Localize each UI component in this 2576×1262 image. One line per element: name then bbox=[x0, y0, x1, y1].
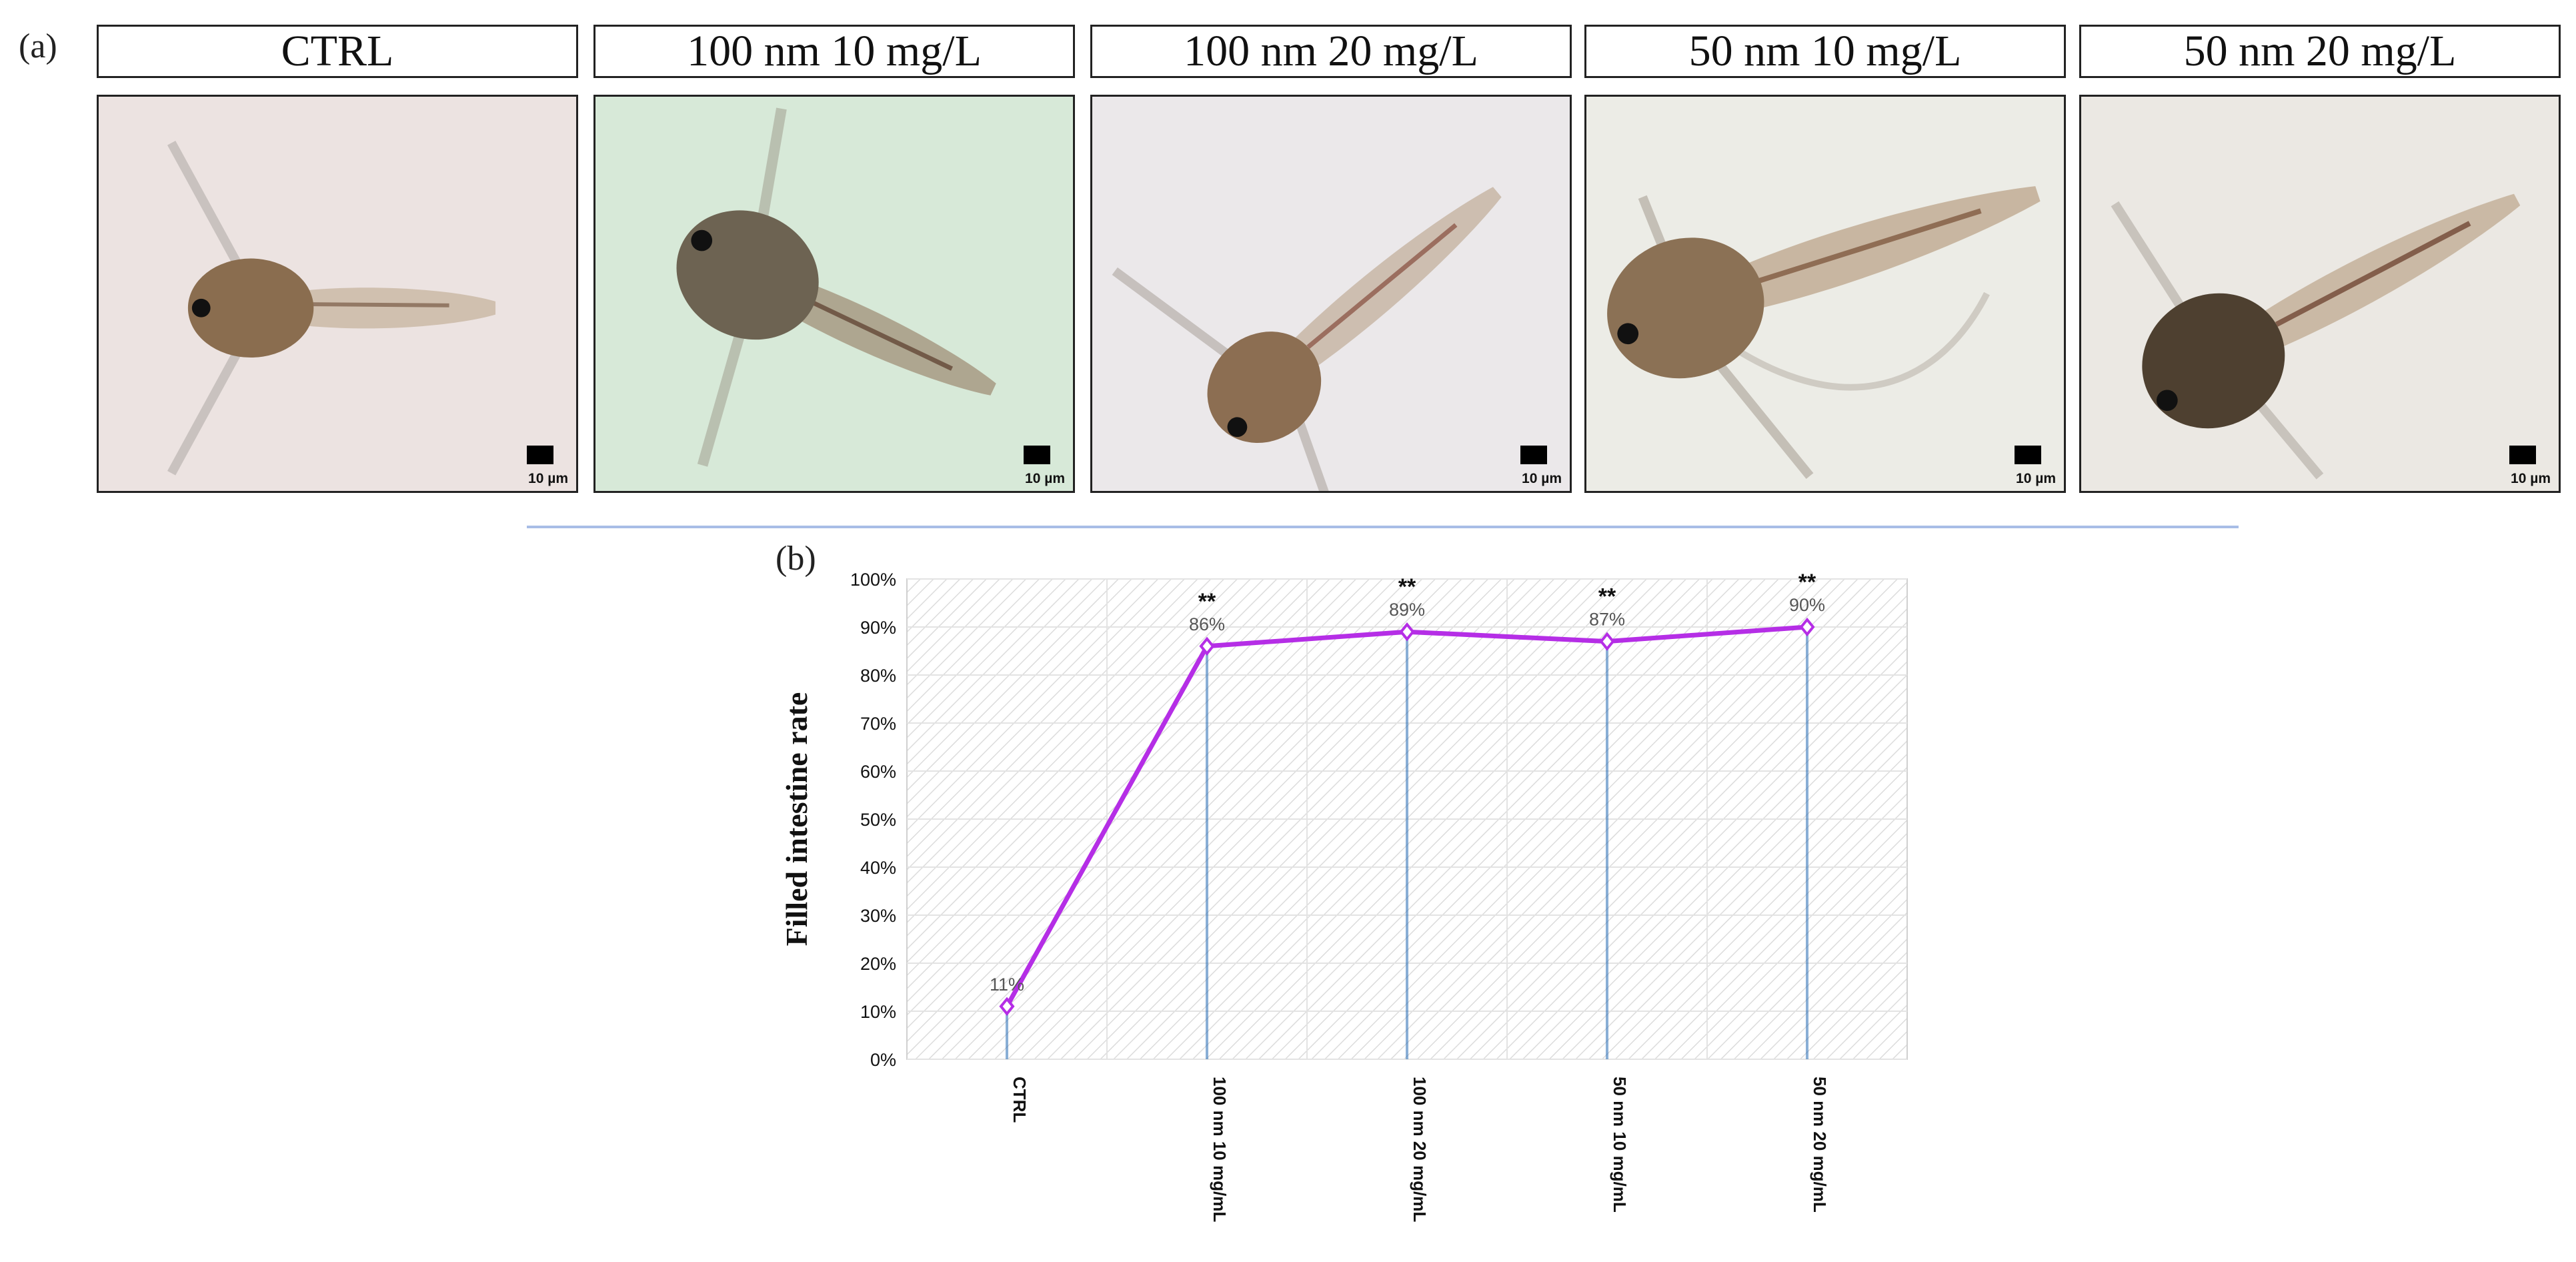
y-tick-label: 50% bbox=[860, 810, 896, 830]
data-point bbox=[1599, 632, 1615, 651]
condition-label-ctrl: CTRL bbox=[97, 25, 578, 78]
data-label: 87% bbox=[1589, 610, 1625, 630]
data-label: 86% bbox=[1189, 614, 1225, 634]
significance-marker: ** bbox=[1598, 584, 1616, 610]
micrograph-ctrl: 10 µm bbox=[97, 95, 578, 493]
micrograph-100nm-20: 10 µm bbox=[1090, 95, 1572, 493]
panel-b-label: (b) bbox=[776, 540, 816, 578]
scale-bar-label: 10 µm bbox=[528, 471, 568, 486]
y-tick-label: 40% bbox=[860, 858, 896, 878]
y-tick-label: 100% bbox=[850, 570, 896, 590]
scale-bar-label: 10 µm bbox=[2511, 471, 2551, 486]
y-tick-label: 60% bbox=[860, 762, 896, 782]
y-tick-label: 30% bbox=[860, 906, 896, 926]
filled-intestine-chart: 0% 10% 20% 30% 40% 50% 60% 70% 80% 90% 100% 11% 86%… bbox=[780, 570, 1908, 1222]
condition-label-50nm-10: 50 nm 10 mg/L bbox=[1584, 25, 2066, 78]
section-divider bbox=[527, 526, 2239, 528]
larva-image-100nm-20 bbox=[1092, 97, 1570, 491]
scale-bar-label: 10 µm bbox=[1522, 471, 1562, 486]
data-point bbox=[1199, 636, 1215, 656]
data-point bbox=[1399, 622, 1415, 642]
scale-bar-label: 10 µm bbox=[2016, 471, 2056, 486]
micrograph-100nm-10: 10 µm bbox=[593, 95, 1075, 493]
panel-a-label: (a) bbox=[19, 27, 57, 65]
condition-label-50nm-20: 50 nm 20 mg/L bbox=[2079, 25, 2561, 78]
scale-bar bbox=[1520, 446, 1547, 464]
significance-marker: ** bbox=[1198, 589, 1216, 614]
data-label: 89% bbox=[1389, 600, 1425, 620]
significance-marker: ** bbox=[1798, 570, 1816, 595]
larva-image-50nm-10 bbox=[1586, 97, 2064, 491]
x-tick-label: 100 nm 10 mg/mL bbox=[1210, 1077, 1230, 1222]
x-axis-ticks: CTRL 100 nm 10 mg/mL 100 nm 20 mg/mL 50 nm … bbox=[1010, 1077, 1830, 1222]
y-tick-label: 20% bbox=[860, 954, 896, 974]
larva-image-50nm-20 bbox=[2081, 97, 2559, 491]
data-points bbox=[999, 617, 1815, 1016]
scale-bar bbox=[2015, 446, 2041, 464]
larva-image-100nm-10 bbox=[595, 97, 1073, 491]
y-tick-label: 90% bbox=[860, 618, 896, 638]
condition-label-100nm-20: 100 nm 20 mg/L bbox=[1090, 25, 1572, 78]
data-point bbox=[999, 997, 1015, 1016]
scale-bar-label: 10 µm bbox=[1025, 471, 1065, 486]
micrograph-50nm-20: 10 µm bbox=[2079, 95, 2561, 493]
scale-bar bbox=[1024, 446, 1050, 464]
data-labels: 11%86%** 89%**87%** 90%** bbox=[990, 570, 1825, 995]
y-tick-label: 80% bbox=[860, 666, 896, 686]
x-tick-label: 50 nm 20 mg/mL bbox=[1810, 1077, 1830, 1213]
y-tick-label: 10% bbox=[860, 1002, 896, 1022]
larva-image-ctrl bbox=[99, 97, 576, 491]
micrograph-50nm-10: 10 µm bbox=[1584, 95, 2066, 493]
y-axis-label: Filled intestine rate bbox=[780, 692, 814, 946]
data-point bbox=[1799, 617, 1815, 637]
x-tick-label: 50 nm 10 mg/mL bbox=[1610, 1077, 1630, 1213]
y-axis-ticks: 0% 10% 20% 30% 40% 50% 60% 70% 80% 90% 100% bbox=[850, 570, 896, 1070]
data-label: 11% bbox=[990, 975, 1024, 995]
drop-lines bbox=[1006, 627, 1808, 1059]
scale-bar bbox=[527, 446, 553, 464]
data-label: 90% bbox=[1789, 595, 1825, 615]
condition-label-100nm-10: 100 nm 10 mg/L bbox=[593, 25, 1075, 78]
significance-marker: ** bbox=[1398, 574, 1416, 600]
y-tick-label: 70% bbox=[860, 714, 896, 734]
x-tick-label: 100 nm 20 mg/mL bbox=[1410, 1077, 1430, 1222]
y-tick-label: 0% bbox=[870, 1050, 896, 1070]
x-tick-label: CTRL bbox=[1010, 1077, 1030, 1123]
scale-bar bbox=[2509, 446, 2536, 464]
